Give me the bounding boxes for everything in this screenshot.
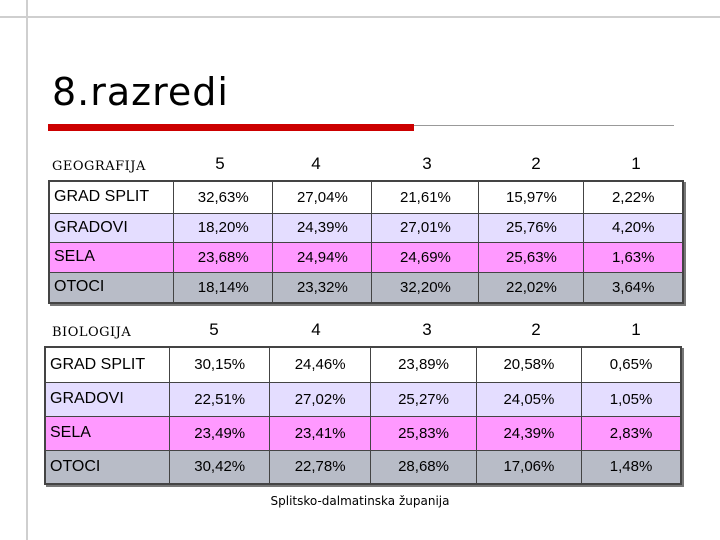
row-label: GRADOVI — [44, 381, 171, 417]
cell-value: 23,41% — [268, 415, 372, 451]
row-label: SELA — [48, 241, 175, 273]
cell-value: 18,20% — [173, 212, 274, 243]
grade-header: 5 — [215, 154, 225, 173]
section-header: BIOLOGIJA 5 4 3 2 1 — [48, 314, 684, 346]
table-row: SELA 23,49% 23,41% 25,83% 24,39% 2,83% — [44, 415, 682, 451]
cell-value: 23,49% — [169, 415, 270, 451]
cell-value: 0,65% — [581, 346, 682, 383]
cell-value: 2,22% — [583, 180, 684, 214]
grade-header: 4 — [311, 320, 321, 339]
cell-value: 24,69% — [371, 241, 480, 273]
grade-header: 3 — [422, 320, 432, 339]
slide-frame-top — [0, 16, 720, 18]
cell-value: 30,42% — [169, 449, 270, 485]
row-label: GRAD SPLIT — [44, 346, 171, 383]
slide-title: 8.razredi — [52, 70, 229, 114]
data-table: GRAD SPLIT 30,15% 24,46% 23,89% 20,58% 0… — [44, 346, 682, 485]
table-row: GRAD SPLIT 32,63% 27,04% 21,61% 15,97% 2… — [48, 180, 684, 214]
section-header: GEOGRAFIJA 5 4 3 2 1 — [48, 148, 684, 180]
table-row: SELA 23,68% 24,94% 24,69% 25,63% 1,63% — [48, 241, 684, 273]
cell-value: 1,63% — [583, 241, 684, 273]
grade-header: 1 — [631, 320, 641, 339]
cell-value: 23,68% — [173, 241, 274, 273]
subject-label: BIOLOGIJA — [52, 325, 132, 340]
cell-value: 4,20% — [583, 212, 684, 243]
grade-header: 2 — [531, 320, 541, 339]
cell-value: 24,39% — [475, 415, 583, 451]
row-label: SELA — [44, 415, 171, 451]
table-row: OTOCI 18,14% 23,32% 32,20% 22,02% 3,64% — [48, 271, 684, 304]
grade-header: 5 — [209, 320, 219, 339]
cell-value: 2,83% — [581, 415, 682, 451]
row-label: GRAD SPLIT — [48, 180, 175, 214]
cell-value: 27,02% — [268, 381, 372, 417]
cell-value: 28,68% — [370, 449, 477, 485]
table-row: GRADOVI 22,51% 27,02% 25,27% 24,05% 1,05… — [44, 381, 682, 417]
cell-value: 3,64% — [583, 271, 684, 304]
cell-value: 27,01% — [371, 212, 480, 243]
cell-value: 32,63% — [173, 180, 274, 214]
grade-header: 1 — [631, 154, 641, 173]
cell-value: 1,05% — [581, 381, 682, 417]
cell-value: 25,83% — [370, 415, 477, 451]
title-rule — [414, 125, 674, 126]
cell-value: 32,20% — [371, 271, 480, 304]
cell-value: 23,89% — [370, 346, 477, 383]
cell-value: 1,48% — [581, 449, 682, 485]
cell-value: 22,02% — [478, 271, 585, 304]
grade-header: 2 — [531, 154, 541, 173]
table-row: GRADOVI 18,20% 24,39% 27,01% 25,76% 4,20… — [48, 212, 684, 243]
cell-value: 18,14% — [173, 271, 274, 304]
cell-value: 24,46% — [268, 346, 372, 383]
table-row: GRAD SPLIT 30,15% 24,46% 23,89% 20,58% 0… — [44, 346, 682, 383]
cell-value: 15,97% — [478, 180, 585, 214]
data-table: GRAD SPLIT 32,63% 27,04% 21,61% 15,97% 2… — [48, 180, 684, 304]
section-biologija: BIOLOGIJA 5 4 3 2 1 GRAD SPLIT 30,15% 24… — [44, 314, 684, 485]
cell-value: 22,78% — [268, 449, 372, 485]
slide-frame-left — [26, 0, 28, 540]
cell-value: 25,76% — [478, 212, 585, 243]
grade-header: 4 — [311, 154, 321, 173]
cell-value: 22,51% — [169, 381, 270, 417]
grade-header: 3 — [422, 154, 432, 173]
cell-value: 25,27% — [370, 381, 477, 417]
cell-value: 25,63% — [478, 241, 585, 273]
subject-label: GEOGRAFIJA — [52, 159, 146, 174]
cell-value: 17,06% — [475, 449, 583, 485]
cell-value: 20,58% — [475, 346, 583, 383]
cell-value: 27,04% — [272, 180, 373, 214]
cell-value: 21,61% — [371, 180, 480, 214]
row-label: OTOCI — [48, 271, 175, 304]
title-accent-bar — [48, 124, 414, 131]
row-label: OTOCI — [44, 449, 171, 485]
table-row: OTOCI 30,42% 22,78% 28,68% 17,06% 1,48% — [44, 449, 682, 485]
cell-value: 24,05% — [475, 381, 583, 417]
cell-value: 24,94% — [272, 241, 373, 273]
row-label: GRADOVI — [48, 212, 175, 243]
cell-value: 24,39% — [272, 212, 373, 243]
slide-footer: Splitsko-dalmatinska županija — [270, 494, 450, 508]
section-geografija: GEOGRAFIJA 5 4 3 2 1 GRAD SPLIT 32,63% 2… — [48, 148, 684, 304]
cell-value: 23,32% — [272, 271, 373, 304]
cell-value: 30,15% — [169, 346, 270, 383]
